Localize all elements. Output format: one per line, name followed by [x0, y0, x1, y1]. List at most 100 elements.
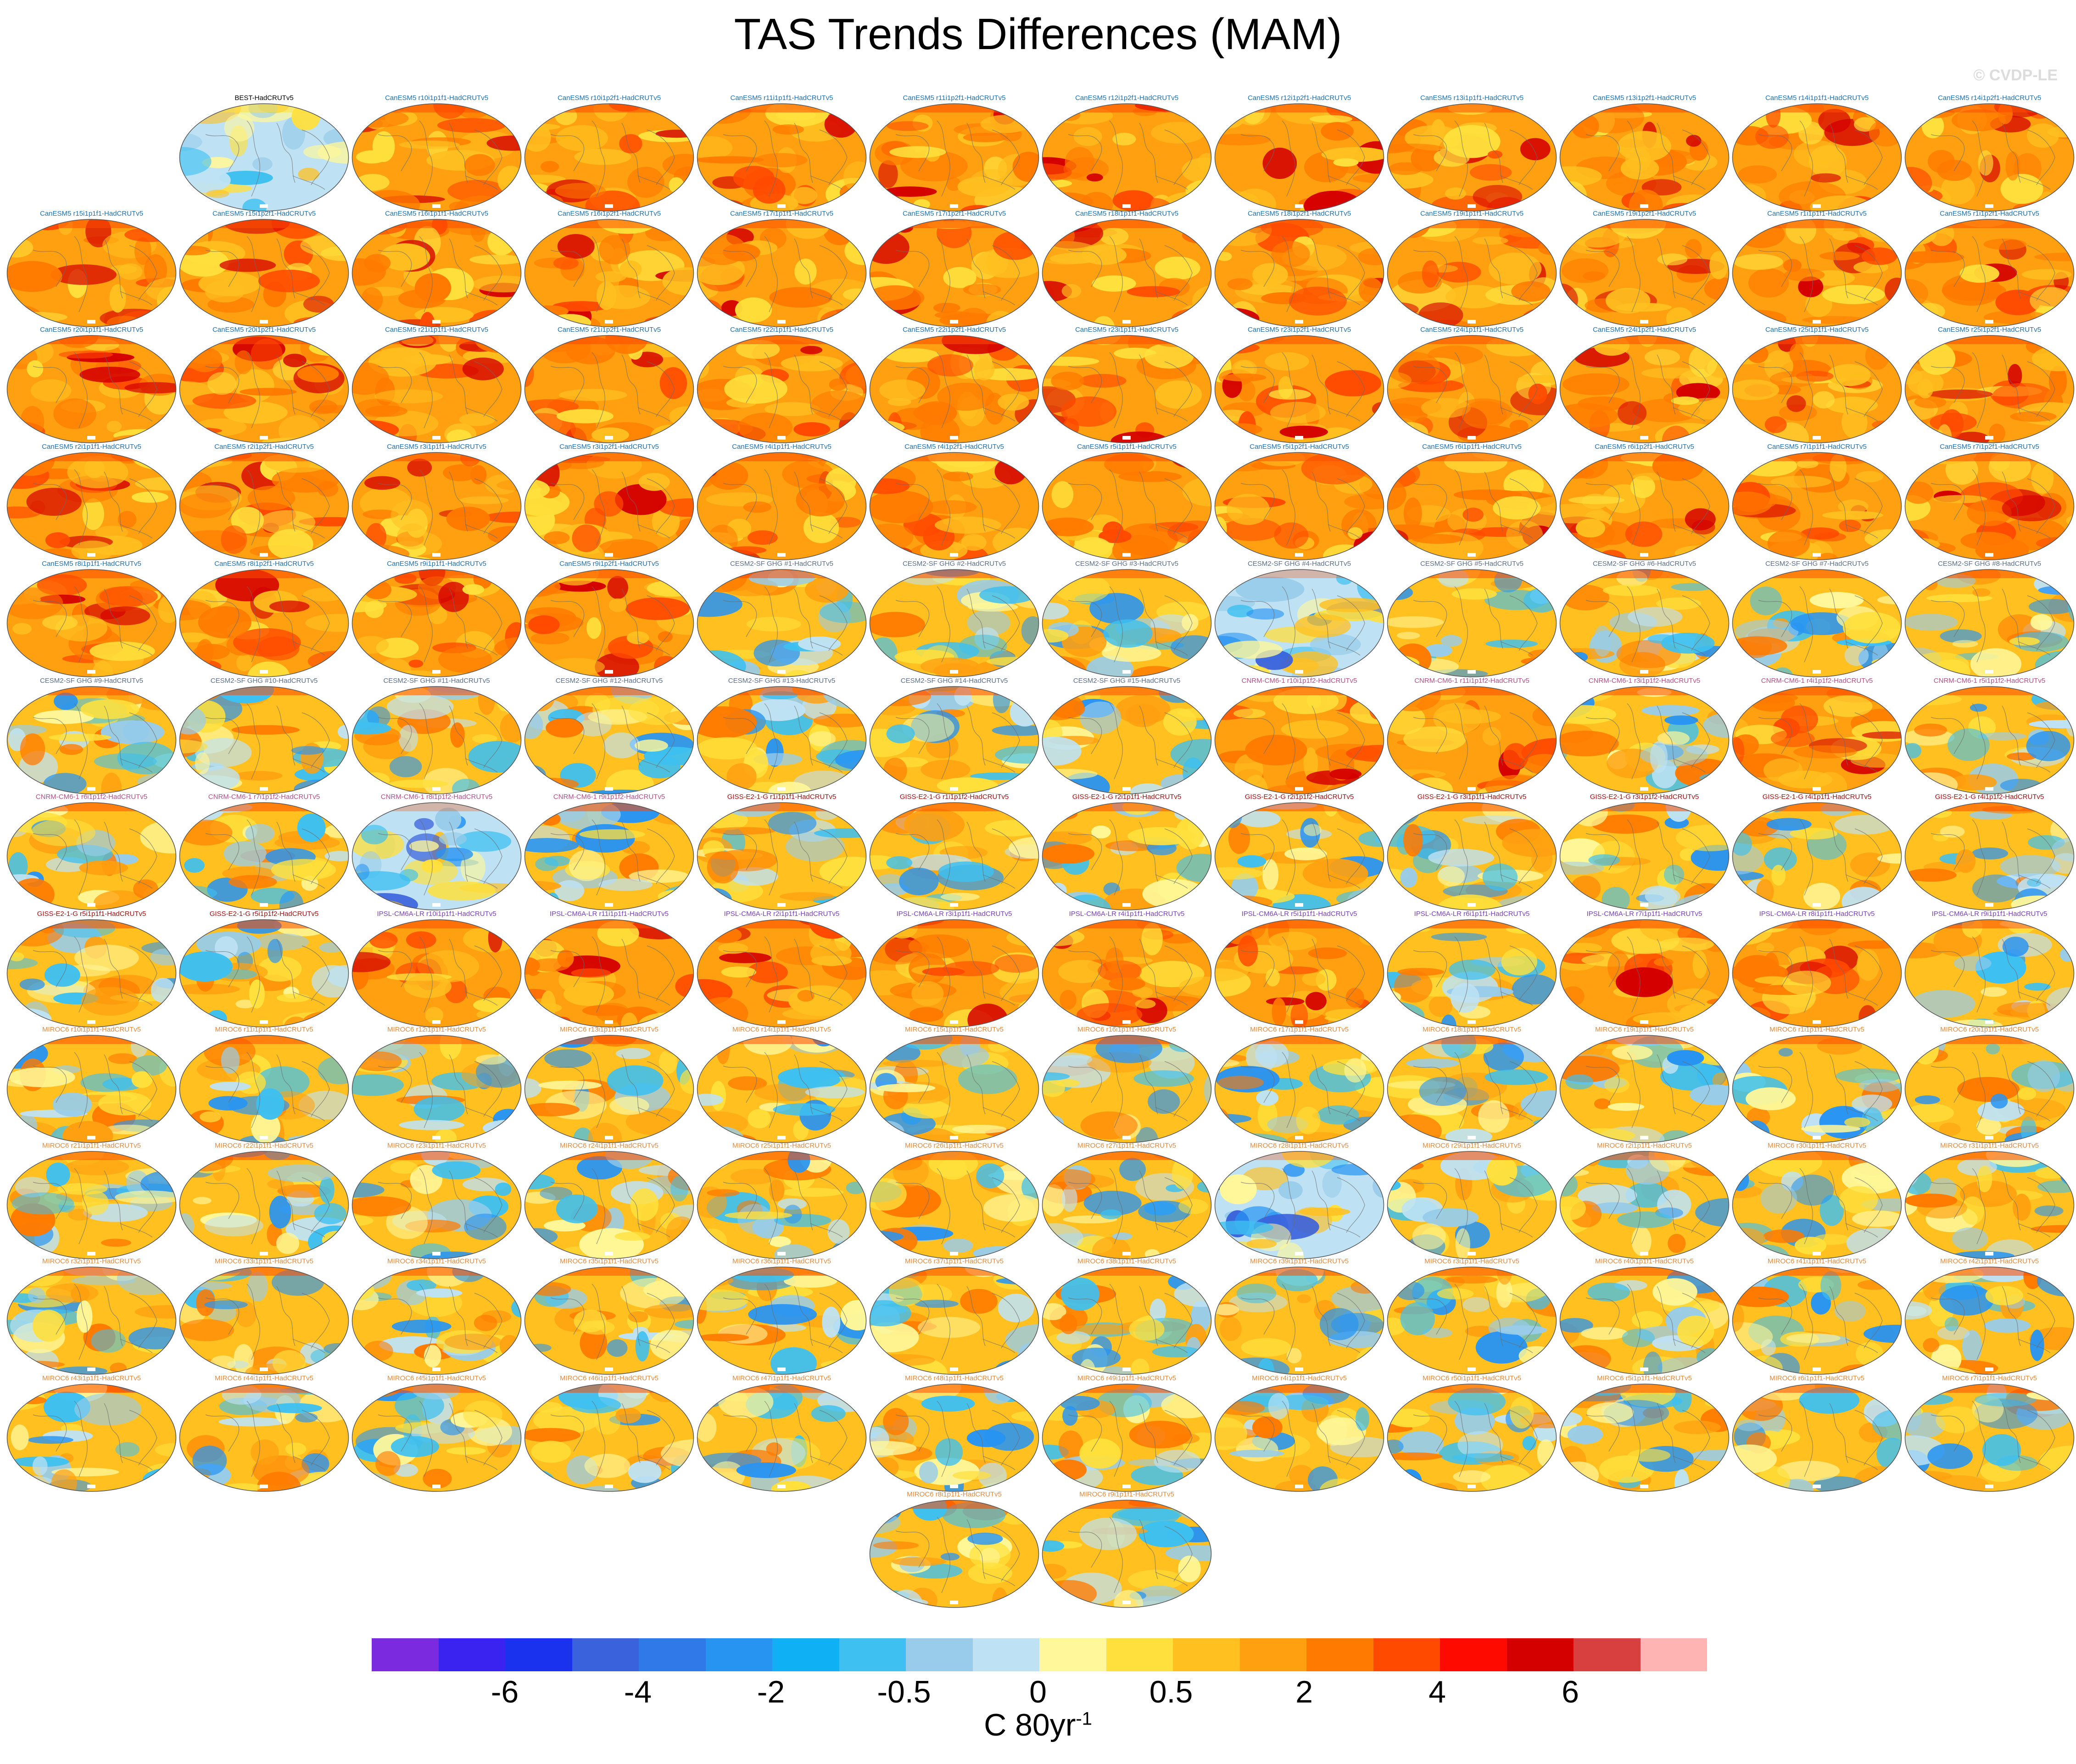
panel-label: IPSL-CM6A-LR r6i1p1f1-HadCRUTv5 [1414, 910, 1530, 918]
map-panel: CanESM5 r4i1p1f1-HadCRUTv5 [696, 443, 868, 562]
panel-label: CanESM5 r7i1p2f1-HadCRUTv5 [1940, 443, 2039, 451]
map-panel: CanESM5 r12i1p2f1-HadCRUTv5 [1041, 94, 1213, 213]
colorbar-tick-label: 2 [1295, 1675, 1313, 1709]
map-panel: CanESM5 r19i1p2f1-HadCRUTv5 [1558, 210, 1730, 329]
panel-label: MIROC6 r1i1p1f1-HadCRUTv5 [1769, 1026, 1864, 1033]
panel-label: CanESM5 r14i1p2f1-HadCRUTv5 [1937, 94, 2042, 102]
map-panel: MIROC6 r26i1p1f1-HadCRUTv5 [868, 1142, 1040, 1261]
map-panel: MIROC6 r5i1p1f1-HadCRUTv5 [1558, 1374, 1730, 1494]
map-panel: MIROC6 r32i1p1f1-HadCRUTv5 [6, 1257, 178, 1377]
globe-map [6, 335, 177, 443]
panel-label: CanESM5 r15i1p1f1-HadCRUTv5 [39, 210, 144, 218]
globe-map [1042, 103, 1212, 212]
globe-map [869, 103, 1039, 212]
map-panel: IPSL-CM6A-LR r11i1p1f1-HadCRUTv5 [523, 910, 695, 1029]
map-panel: CanESM5 r18i1p1f1-HadCRUTv5 [1041, 210, 1213, 329]
map-panel: MIROC6 r36i1p1f1-HadCRUTv5 [696, 1257, 868, 1377]
map-panel: MIROC6 r31i1p1f1-HadCRUTv5 [1903, 1142, 2076, 1261]
map-panel: CanESM5 r12i1p2f1-HadCRUTv5 [1213, 94, 1385, 213]
panel-label: CanESM5 r19i1p2f1-HadCRUTv5 [1592, 210, 1697, 218]
panel-label: MIROC6 r9i1p1f1-HadCRUTv5 [1079, 1490, 1174, 1498]
panel-label: MIROC6 r37i1p1f1-HadCRUTv5 [904, 1257, 1004, 1265]
panel-label: MIROC6 r8i1p1f1-HadCRUTv5 [907, 1490, 1002, 1498]
globe-map [1214, 219, 1384, 327]
panel-label: CanESM5 r17i1p1f1-HadCRUTv5 [730, 210, 834, 218]
panel-label: CNRM-CM6-1 r11i1p1f2-HadCRUTv5 [1414, 677, 1529, 685]
globe-map [697, 1151, 867, 1259]
map-panel: MIROC6 r50i1p1f1-HadCRUTv5 [1386, 1374, 1558, 1494]
map-panel: CanESM5 r9i1p2f1-HadCRUTv5 [523, 560, 695, 679]
globe-map [1904, 452, 2075, 560]
panel-label: CanESM5 r11i1p1f1-HadCRUTv5 [730, 94, 833, 102]
globe-map [1559, 335, 1730, 443]
panel-label: CanESM5 r18i1p1f1-HadCRUTv5 [1075, 210, 1179, 218]
map-panel: CESM2-SF GHG #5-HadCRUTv5 [1386, 560, 1558, 679]
globe-map [524, 1267, 694, 1375]
map-panel: GISS-E2-1-G r5i1p1f2-HadCRUTv5 [178, 910, 350, 1029]
panel-label: CNRM-CM6-1 r5i1p1f2-HadCRUTv5 [1933, 677, 2046, 685]
map-panel: CNRM-CM6-1 r5i1p1f2-HadCRUTv5 [1903, 677, 2076, 796]
map-panel: CanESM5 r11i1p1f1-HadCRUTv5 [696, 94, 868, 213]
panel-label: MIROC6 r33i1p1f1-HadCRUTv5 [214, 1257, 314, 1265]
globe-map [6, 1267, 177, 1375]
panel-label: MIROC6 r45i1p1f1-HadCRUTv5 [387, 1374, 486, 1382]
map-panel: MIROC6 r3i1p1f1-HadCRUTv5 [1386, 1257, 1558, 1377]
globe-map [1732, 219, 1902, 327]
panel-label: CanESM5 r12i1p2f1-HadCRUTv5 [1247, 94, 1351, 102]
globe-map [179, 103, 349, 212]
globe-map [1904, 1384, 2075, 1492]
panel-label: IPSL-CM6A-LR r10i1p1f1-HadCRUTv5 [377, 910, 497, 918]
map-panel: IPSL-CM6A-LR r8i1p1f1-HadCRUTv5 [1731, 910, 1903, 1029]
colorbar-swatch [705, 1638, 772, 1671]
panel-label: CESM2-SF GHG #13-HadCRUTv5 [728, 677, 836, 685]
panel-label: CanESM5 r22i1p2f1-HadCRUTv5 [902, 326, 1006, 334]
panel-label: CNRM-CM6-1 r3i1p1f2-HadCRUTv5 [1588, 677, 1701, 685]
map-panel: MIROC6 r49i1p1f1-HadCRUTv5 [1041, 1374, 1213, 1494]
map-panel: CanESM5 r7i1p2f1-HadCRUTv5 [1903, 443, 2076, 562]
map-panel: MIROC6 r48i1p1f1-HadCRUTv5 [868, 1374, 1040, 1494]
map-panel: GISS-E2-1-G r3i1p1f2-HadCRUTv5 [1558, 793, 1730, 912]
panel-label: MIROC6 r24i1p1f1-HadCRUTv5 [559, 1142, 659, 1150]
globe-map [1732, 1384, 1902, 1492]
globe-map [352, 1035, 522, 1143]
panel-label: CanESM5 r21i1p2f1-HadCRUTv5 [557, 326, 661, 334]
colorbar-tick-label: -4 [624, 1675, 652, 1709]
globe-map [1387, 103, 1557, 212]
globe-map [697, 1267, 867, 1375]
panel-label: GISS-E2-1-G r3i1p1f1-HadCRUTv5 [1417, 793, 1527, 801]
globe-map [524, 1384, 694, 1492]
globe-map [1904, 802, 2075, 910]
globe-map [1387, 802, 1557, 910]
globe-map [1732, 1151, 1902, 1259]
map-panel: MIROC6 r39i1p1f1-HadCRUTv5 [1213, 1257, 1385, 1377]
panel-label: CanESM5 r4i1p1f1-HadCRUTv5 [732, 443, 832, 451]
map-panel: CanESM5 r5i1p1f1-HadCRUTv5 [1041, 443, 1213, 562]
panel-label: MIROC6 r12i1p1f1-HadCRUTv5 [387, 1026, 486, 1033]
globe-map [6, 569, 177, 677]
map-panel: CNRM-CM6-1 r8i1p1f2-HadCRUTv5 [351, 793, 523, 912]
globe-map [1214, 1151, 1384, 1259]
map-panel: MIROC6 r1i1p1f1-HadCRUTv5 [1731, 1026, 1903, 1145]
panel-label: MIROC6 r31i1p1f1-HadCRUTv5 [1940, 1142, 2039, 1150]
globe-map [352, 802, 522, 910]
map-panel: CanESM5 r14i1p1f1-HadCRUTv5 [1731, 94, 1903, 213]
globe-map [1042, 569, 1212, 677]
panel-label: MIROC6 r13i1p1f1-HadCRUTv5 [559, 1026, 659, 1033]
map-panel: MIROC6 r21i1p1f1-HadCRUTv5 [6, 1142, 178, 1261]
panel-label: CanESM5 r1i1p1f1-HadCRUTv5 [1767, 210, 1867, 218]
panel-label: CanESM5 r10i1p1f1-HadCRUTv5 [385, 94, 489, 102]
globe-map [6, 219, 177, 327]
globe-map [352, 919, 522, 1027]
panel-label: GISS-E2-1-G r5i1p1f2-HadCRUTv5 [209, 910, 319, 918]
map-panel: CanESM5 r2i1p1f1-HadCRUTv5 [6, 443, 178, 562]
panel-label: MIROC6 r36i1p1f1-HadCRUTv5 [732, 1257, 832, 1265]
panel-label: CanESM5 r24i1p1f1-HadCRUTv5 [1420, 326, 1524, 334]
globe-map [524, 802, 694, 910]
globe-map [1214, 335, 1384, 443]
map-panel: IPSL-CM6A-LR r9i1p1f1-HadCRUTv5 [1903, 910, 2076, 1029]
panel-label: MIROC6 r46i1p1f1-HadCRUTv5 [559, 1374, 659, 1382]
globe-map [697, 452, 867, 560]
globe-map [1732, 686, 1902, 794]
colorbar-tick-label: 0.5 [1149, 1675, 1193, 1709]
panel-label: IPSL-CM6A-LR r2i1p1f1-HadCRUTv5 [724, 910, 840, 918]
